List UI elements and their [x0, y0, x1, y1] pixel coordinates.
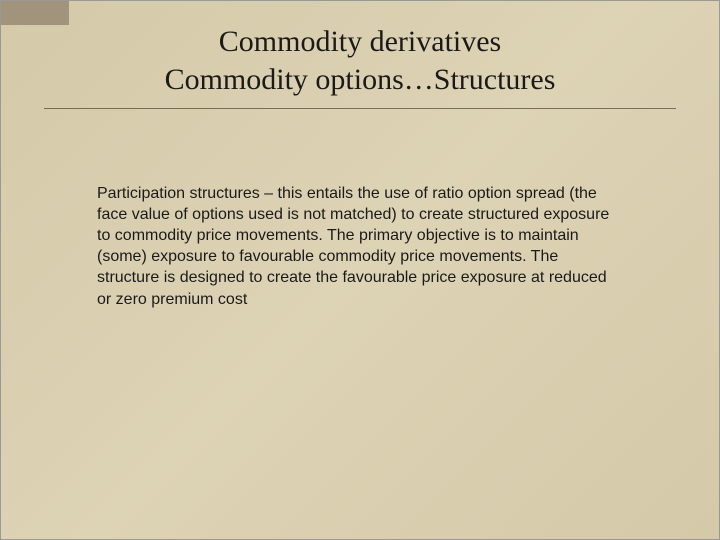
title-line-2: Commodity options…Structures [1, 61, 719, 99]
slide-container: Commodity derivatives Commodity options…… [0, 0, 720, 540]
corner-accent [1, 1, 69, 25]
title-block: Commodity derivatives Commodity options…… [1, 1, 719, 109]
title-underline [44, 108, 676, 109]
title-line-1: Commodity derivatives [1, 23, 719, 61]
body-paragraph: Participation structures – this entails … [97, 183, 623, 310]
